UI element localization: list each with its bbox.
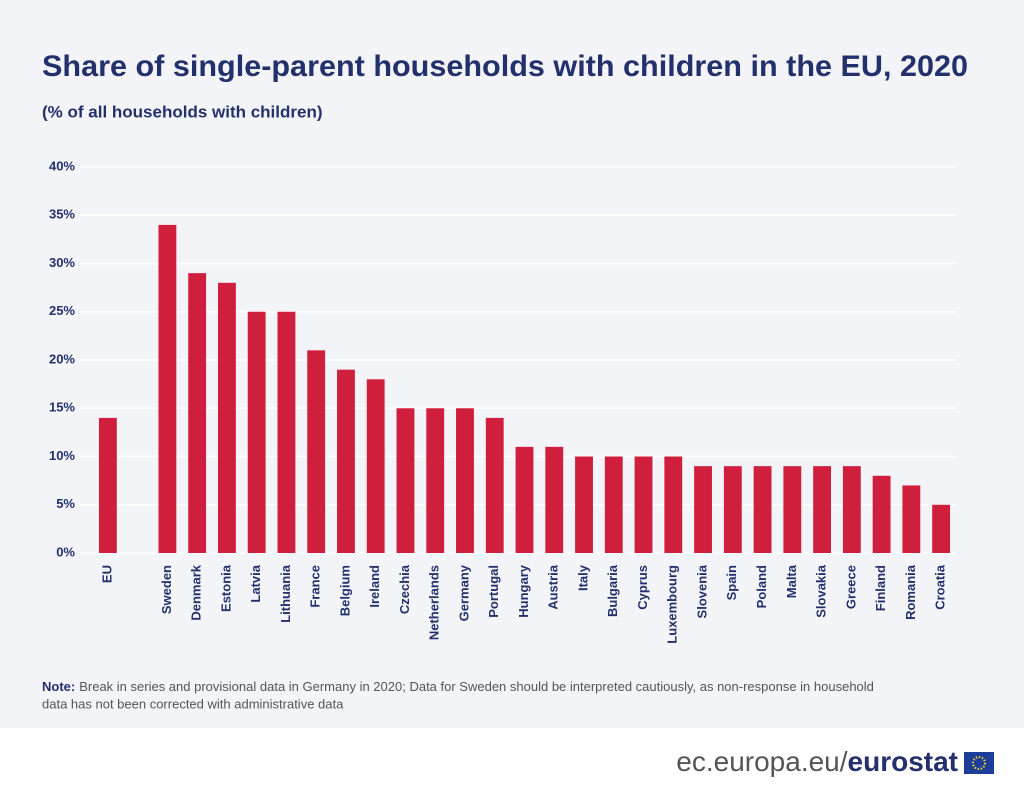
x-tick-label: Romania <box>903 564 918 620</box>
x-tick-label: Denmark <box>189 564 204 620</box>
y-tick-label: 5% <box>56 496 75 511</box>
bar <box>813 466 832 553</box>
bar <box>337 369 355 553</box>
bar <box>783 466 802 553</box>
x-tick-label: Greece <box>843 565 858 609</box>
y-tick-label: 20% <box>49 351 75 366</box>
chart-title: Share of single-parent households with c… <box>42 50 968 83</box>
bar <box>634 456 653 553</box>
bar <box>426 408 445 553</box>
x-tick-label: Czechia <box>397 564 412 614</box>
note-text: Break in series and provisional data in … <box>79 679 874 694</box>
x-tick-label: Luxembourg <box>665 565 680 644</box>
y-tick-label: 35% <box>49 207 75 222</box>
x-tick-label: Croatia <box>933 564 948 610</box>
bar <box>902 485 921 553</box>
y-tick-label: 0% <box>56 544 75 559</box>
note-label: Note: <box>42 679 75 694</box>
bar <box>753 466 772 553</box>
bar <box>575 456 593 553</box>
note: Note: Break in series and provisional dat… <box>42 679 874 694</box>
bar <box>277 311 296 553</box>
bar <box>456 408 474 553</box>
x-tick-label: Spain <box>724 565 739 600</box>
bar <box>872 475 891 553</box>
bar <box>217 282 236 553</box>
x-tick-label: EU <box>99 565 114 583</box>
x-tick-label: Latvia <box>248 564 263 602</box>
bar <box>842 466 861 553</box>
bar <box>98 417 117 553</box>
bar <box>396 408 415 553</box>
bar <box>545 446 564 553</box>
y-tick-label: 25% <box>49 303 75 318</box>
chart-subtitle: (% of all households with children) <box>42 102 323 121</box>
footer-brand: eurostat <box>848 746 958 777</box>
x-tick-label: Lithuania <box>278 564 293 623</box>
bar <box>247 311 266 553</box>
x-tick-label: Germany <box>456 564 471 621</box>
x-tick-label: Finland <box>873 565 888 611</box>
bar <box>188 273 207 553</box>
bar <box>515 446 534 553</box>
x-tick-label: Hungary <box>516 564 531 618</box>
eu-flag <box>964 752 994 774</box>
x-tick-label: Italy <box>575 564 590 591</box>
bar <box>932 504 951 553</box>
plot-area: 0% 5% 10% 15% 20% 25% 30% 35% 40% EU Sweden Denmark… <box>49 158 956 644</box>
x-tick-label: Belgium <box>337 565 352 616</box>
x-tick-label: France <box>308 565 323 608</box>
bar <box>664 456 683 553</box>
x-tick-label: Sweden <box>159 565 174 614</box>
x-tick-label: Portugal <box>486 565 501 618</box>
x-tick-label: Poland <box>754 565 769 608</box>
footer-domain: ec.europa.eu/ <box>676 746 847 777</box>
x-tick-label: Austria <box>546 564 561 610</box>
bar <box>485 417 504 553</box>
bar <box>307 350 326 553</box>
bar <box>604 456 623 553</box>
y-tick-label: 40% <box>49 158 75 173</box>
x-tick-label: Ireland <box>367 565 382 608</box>
footer: ec.europa.eu/eurostat <box>676 746 958 777</box>
note-text: data has not been corrected with adminis… <box>42 696 344 711</box>
x-tick-label: Slovakia <box>814 564 829 618</box>
x-tick-label: Slovenia <box>694 564 709 618</box>
bar <box>158 224 177 553</box>
y-tick-label: 10% <box>49 448 75 463</box>
bar <box>694 466 712 553</box>
x-tick-label: Bulgaria <box>605 564 620 617</box>
bar <box>723 466 742 553</box>
x-tick-label: Netherlands <box>427 565 442 640</box>
x-tick-label: Malta <box>784 564 799 598</box>
x-tick-label: Estonia <box>218 564 233 612</box>
y-tick-label: 30% <box>49 255 75 270</box>
bar <box>366 379 385 553</box>
x-tick-label: Cyprus <box>635 565 650 610</box>
y-tick-label: 15% <box>49 400 75 415</box>
